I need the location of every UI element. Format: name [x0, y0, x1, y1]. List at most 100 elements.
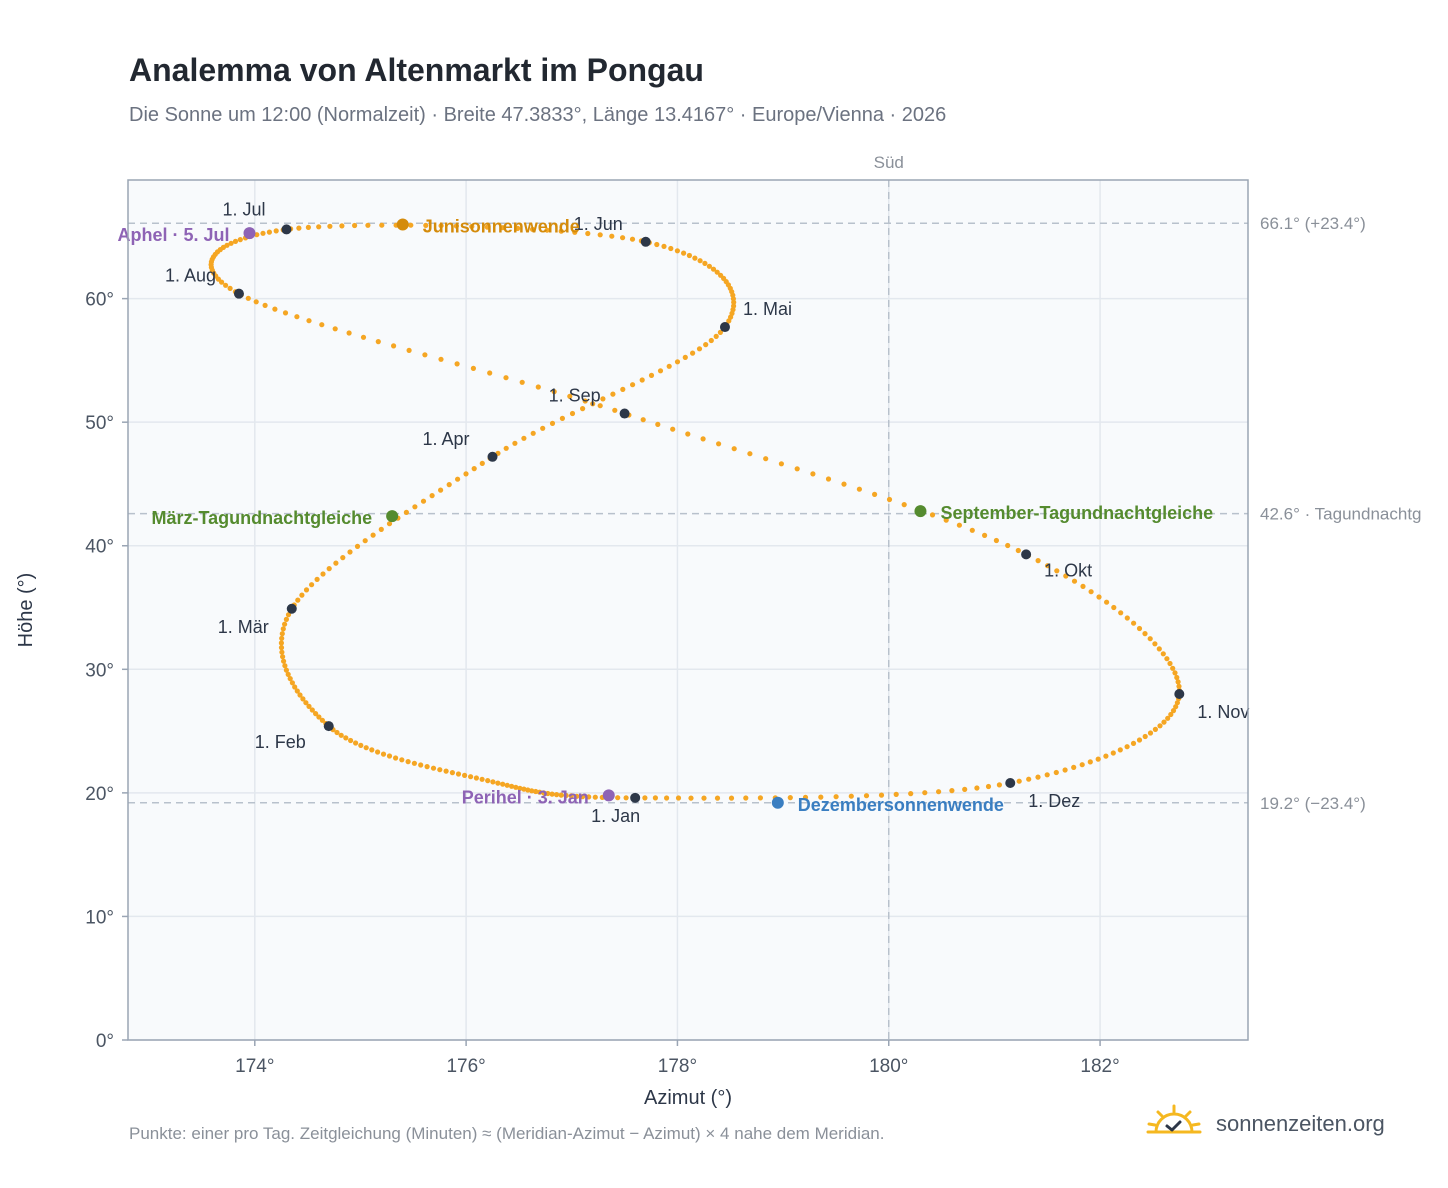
month-label: 1. Aug: [165, 266, 216, 286]
day-dot: [485, 778, 491, 784]
day-dot: [1071, 764, 1077, 771]
day-dot: [437, 767, 443, 773]
day-dot: [985, 783, 992, 790]
day-dot: [908, 791, 914, 797]
day-dot: [652, 795, 659, 801]
day-dot: [453, 223, 459, 229]
day-dot: [375, 749, 381, 755]
month-label: 1. Mär: [218, 617, 269, 637]
month-markers: 1. Jan 1. Feb 1. Mär 1. Apr 1. Mai 1. Jun 1. J…: [165, 199, 1249, 825]
day-dot: [657, 368, 664, 374]
reference-line-label: 42.6° · Tagundnachtg: [1260, 505, 1422, 524]
month-label: 1. Mai: [743, 299, 792, 319]
day-dot: [365, 222, 371, 228]
day-dot: [993, 537, 1000, 544]
day-dot: [378, 526, 384, 533]
day-dot: [408, 222, 414, 228]
day-dot: [863, 793, 870, 799]
day-dot: [585, 230, 591, 237]
day-dot: [519, 379, 525, 385]
day-dot: [253, 299, 259, 305]
brand-logo[interactable]: sonnenzeiten.org: [1146, 1102, 1406, 1142]
day-dot: [674, 359, 681, 365]
day-dot: [525, 787, 531, 793]
day-dot: [228, 240, 234, 246]
day-dot: [1088, 589, 1094, 595]
day-dot: [544, 227, 550, 233]
day-dot: [282, 663, 288, 669]
day-dot: [1170, 708, 1177, 714]
day-dot: [471, 466, 477, 472]
day-dot: [343, 735, 349, 741]
day-dot: [399, 757, 405, 763]
day-dot: [666, 363, 672, 369]
day-dot: [856, 486, 863, 492]
day-dot: [446, 482, 452, 488]
day-dot: [362, 538, 368, 544]
day-dot: [692, 255, 698, 261]
day-dot: [479, 776, 485, 782]
day-dot: [327, 223, 333, 229]
chart-subtitle: Die Sonne um 12:00 (Normalzeit) · Breite…: [129, 104, 947, 126]
day-dot: [586, 794, 592, 800]
day-dot: [922, 790, 928, 796]
day-dot: [535, 384, 541, 390]
x-tick-label: 182°: [1080, 1056, 1119, 1077]
day-dot: [1168, 711, 1174, 718]
day-dot: [438, 487, 444, 493]
month-marker: [630, 792, 641, 803]
axes: 174° 176° 178° 180° 182° 0° 10° 20° 30° 40° 50° 60°…: [15, 290, 1120, 1109]
day-dot: [303, 700, 309, 706]
day-dot: [549, 420, 556, 426]
day-dot: [541, 790, 547, 796]
x-tick-label: 178°: [658, 1056, 697, 1077]
day-dot: [982, 532, 988, 539]
day-dot: [537, 789, 543, 795]
day-dot: [449, 770, 455, 776]
day-dot: [1005, 542, 1011, 549]
day-dot: [512, 440, 518, 446]
day-dot: [455, 476, 461, 482]
x-tick-label: 174°: [235, 1056, 274, 1077]
day-dot: [962, 786, 968, 793]
day-dot: [295, 597, 301, 603]
day-dot: [283, 616, 289, 623]
event-marker: [396, 218, 409, 231]
day-dot: [582, 398, 588, 404]
day-dot: [825, 476, 832, 482]
day-dot: [558, 792, 564, 798]
day-dot: [1124, 615, 1130, 621]
day-dot: [278, 645, 285, 651]
day-dot: [223, 282, 229, 288]
day-dot: [429, 493, 435, 499]
day-dot: [334, 729, 340, 736]
day-dot: [810, 471, 816, 477]
day-dot: [1131, 620, 1137, 626]
reference-line-label: 66.1° (+23.4°): [1260, 214, 1366, 233]
day-dot: [369, 747, 375, 753]
day-dot: [886, 496, 893, 503]
day-dot: [340, 555, 346, 561]
day-dot: [1026, 776, 1032, 782]
day-dot: [469, 223, 475, 230]
day-dot: [1147, 730, 1154, 736]
day-dot: [568, 793, 574, 799]
day-dot: [1110, 750, 1116, 756]
day-dot: [592, 794, 598, 800]
day-dot: [281, 658, 287, 664]
day-dot: [422, 352, 428, 358]
day-dot: [717, 329, 724, 335]
day-dot: [423, 222, 429, 228]
day-dot: [685, 431, 691, 437]
day-dot: [521, 786, 527, 792]
day-dot: [500, 225, 506, 231]
event-marker: [914, 505, 927, 518]
day-dot: [1079, 762, 1085, 768]
day-dot: [639, 377, 645, 383]
day-dot: [418, 762, 424, 768]
chart-title: Analemma von Altenmarkt im Pongau: [129, 52, 704, 88]
day-dot: [503, 375, 509, 381]
day-dot: [245, 295, 251, 301]
y-tick-label: 40°: [85, 537, 114, 558]
day-dot: [763, 456, 769, 462]
